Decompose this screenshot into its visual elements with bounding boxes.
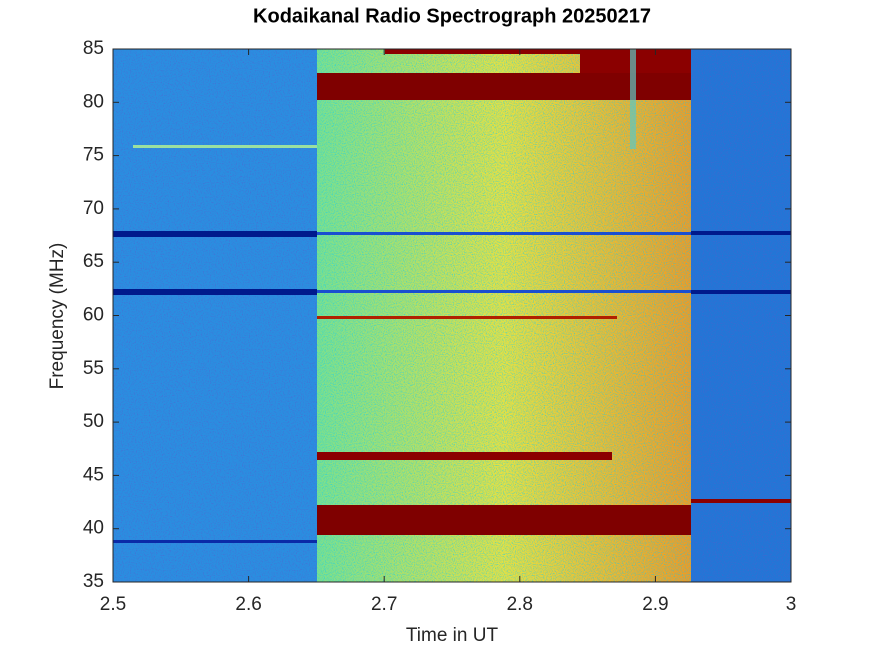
y-tick-label: 80 <box>83 91 104 112</box>
y-tick-label: 40 <box>83 518 104 539</box>
x-tick-label: 2.5 <box>100 594 126 615</box>
y-tick-label: 75 <box>83 145 104 166</box>
y-axis-label: Frequency (MHz) <box>47 243 68 390</box>
x-tick-label: 2.7 <box>371 594 397 615</box>
x-tick-label: 2.9 <box>642 594 668 615</box>
x-axis-label: Time in UT <box>406 625 499 646</box>
x-tick-label: 2.6 <box>235 594 261 615</box>
y-tick-label: 50 <box>83 411 104 432</box>
x-tick-label: 3 <box>786 594 797 615</box>
y-tick-label: 60 <box>83 305 104 326</box>
y-tick-label: 55 <box>83 358 104 379</box>
y-tick-label: 70 <box>83 198 104 219</box>
y-tick-label: 85 <box>83 38 104 59</box>
y-tick-label: 35 <box>83 571 104 592</box>
x-tick-label: 2.8 <box>507 594 533 615</box>
y-tick-label: 45 <box>83 464 104 485</box>
chart-title: Kodaikanal Radio Spectrograph 20250217 <box>253 5 651 27</box>
y-tick-label: 65 <box>83 251 104 272</box>
spectrogram-image <box>113 49 791 582</box>
